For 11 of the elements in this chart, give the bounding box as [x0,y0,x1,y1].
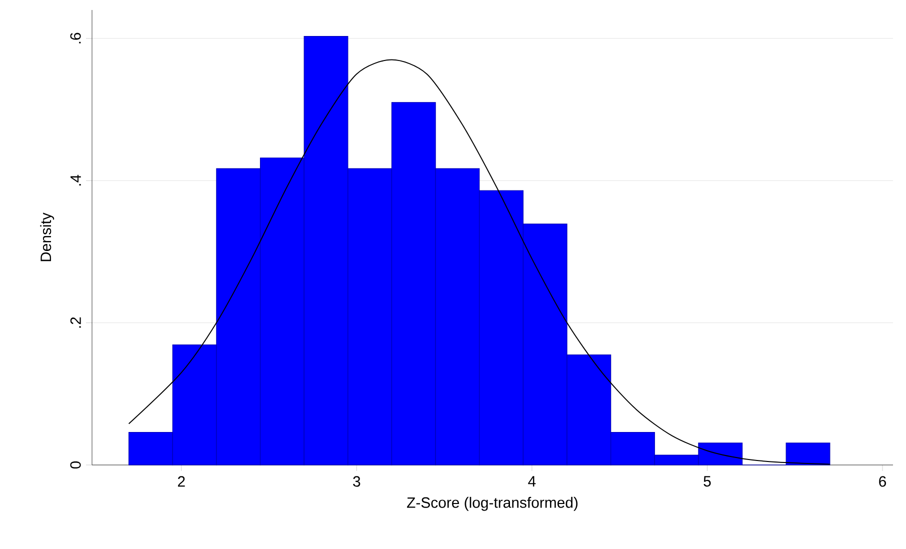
x-tick-label: 6 [879,476,886,487]
x-tick-label: 5 [704,476,711,487]
y-tick-label: .4 [70,174,81,186]
x-tick-label: 4 [528,476,536,486]
x-axis-title: Z-Score (log-transformed) [407,496,578,511]
x-tick-label: 2 [178,476,185,487]
y-tick-label: 0 [70,461,81,469]
y-tick-label: .6 [70,32,81,44]
x-tick-label: 3 [353,476,360,487]
y-axis-title: Density [40,212,54,262]
y-tick-label: .2 [70,317,81,328]
